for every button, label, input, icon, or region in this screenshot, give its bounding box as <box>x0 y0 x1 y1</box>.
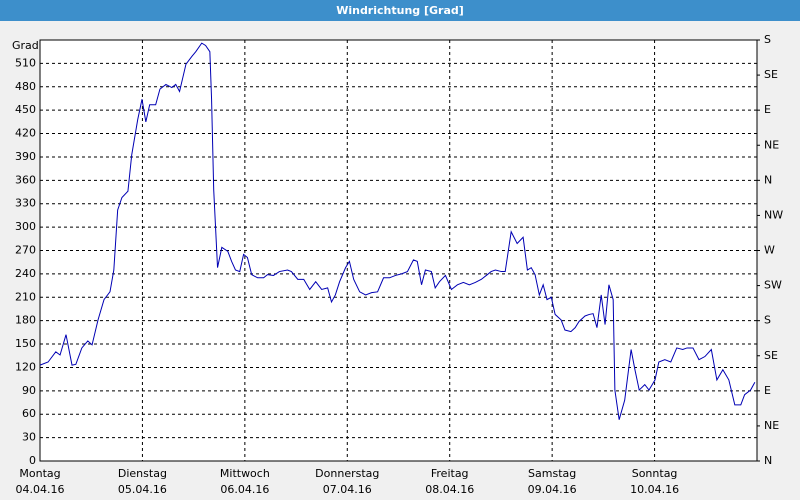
x-tick-label: Samstag <box>528 467 576 480</box>
y-tick-label: 420 <box>15 127 36 140</box>
y-tick-label: 300 <box>15 220 36 233</box>
y2-tick-label: W <box>764 244 775 257</box>
x-tick-label: Dienstag <box>118 467 167 480</box>
x-tick-date: 08.04.16 <box>425 483 474 496</box>
y-tick-label: 180 <box>15 314 36 327</box>
x-tick-label: Montag <box>19 467 60 480</box>
y-tick-label: 90 <box>22 384 36 397</box>
title-bar <box>0 0 800 21</box>
y2-tick-label: S <box>764 314 771 327</box>
x-tick-date: 10.04.16 <box>630 483 679 496</box>
y-tick-label: 510 <box>15 56 36 69</box>
x-tick-label: Sonntag <box>632 467 678 480</box>
y-tick-label: 360 <box>15 173 36 186</box>
y2-tick-label: SE <box>764 349 778 362</box>
x-tick-date: 09.04.16 <box>528 483 577 496</box>
data-line <box>39 42 756 420</box>
x-tick-date: 06.04.16 <box>220 483 269 496</box>
y2-tick-label: SW <box>764 279 782 292</box>
y2-tick-label: E <box>764 384 771 397</box>
y2-tick-label: NE <box>764 138 779 151</box>
y-tick-label: 240 <box>15 267 36 280</box>
y2-tick-label: NE <box>764 419 779 432</box>
y-tick-label: 480 <box>15 80 36 93</box>
y2-tick-label: N <box>764 173 772 186</box>
y-tick-label: 450 <box>15 103 36 116</box>
y-tick-label: 210 <box>15 290 36 303</box>
y2-tick-label: S <box>764 33 771 46</box>
plot-area <box>39 39 758 462</box>
y-tick-label: 390 <box>15 150 36 163</box>
x-tick-label: Freitag <box>431 467 469 480</box>
y-tick-label: 270 <box>15 244 36 257</box>
y-tick-label: 30 <box>22 431 36 444</box>
x-tick-label: Donnerstag <box>315 467 379 480</box>
y-tick-label: 330 <box>15 197 36 210</box>
x-tick-date: 05.04.16 <box>118 483 167 496</box>
y2-tick-label: N <box>764 454 772 467</box>
y-tick-label: 120 <box>15 360 36 373</box>
chart-title: Windrichtung [Grad] <box>336 4 464 17</box>
y2-tick-label: NW <box>764 208 783 221</box>
x-tick-date: 07.04.16 <box>323 483 372 496</box>
x-tick-date: 04.04.16 <box>16 483 65 496</box>
y-tick-label: 60 <box>22 407 36 420</box>
y2-tick-label: E <box>764 103 771 116</box>
y-tick-label: 0 <box>29 454 36 467</box>
y-axis-label: Grad <box>12 39 39 52</box>
y2-tick-label: SE <box>764 68 778 81</box>
y-tick-label: 150 <box>15 337 36 350</box>
x-tick-label: Mittwoch <box>220 467 270 480</box>
